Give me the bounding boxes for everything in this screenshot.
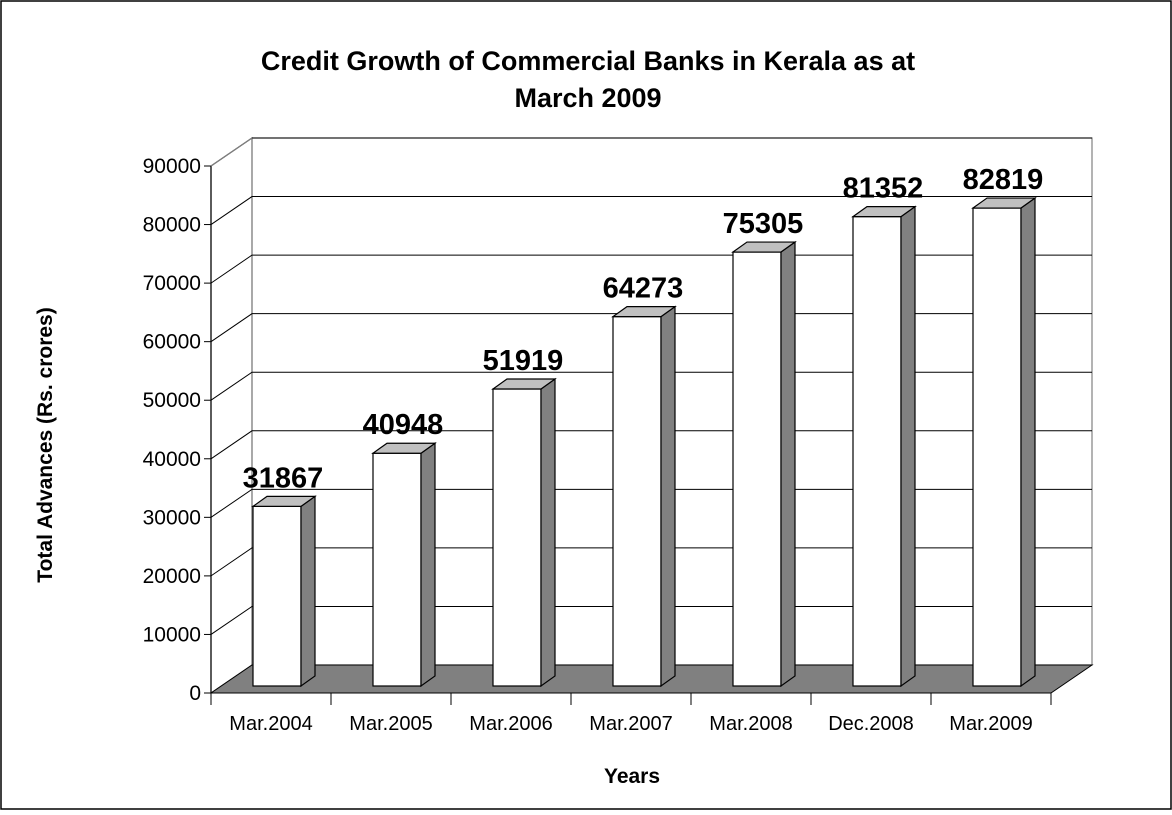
chart-title-line-2: March 2009 <box>514 83 661 113</box>
y-tick-label: 40000 <box>143 448 201 471</box>
bar-side <box>660 305 676 688</box>
x-tick-label: Mar.2008 <box>709 713 792 735</box>
data-label: 64273 <box>603 273 684 305</box>
data-label: 75305 <box>723 208 804 240</box>
bar-top <box>611 306 677 318</box>
bar-front <box>972 207 1022 687</box>
bar-top <box>851 206 917 218</box>
y-tick-label: 70000 <box>143 272 201 295</box>
bar-front <box>852 216 902 687</box>
gridline <box>210 547 1092 577</box>
bar-top <box>491 378 557 390</box>
bar-front <box>732 251 782 687</box>
gridline <box>210 196 1092 225</box>
bar-side <box>540 377 556 688</box>
bar-top <box>731 241 797 253</box>
bar-top <box>251 495 317 508</box>
bar-side <box>300 495 316 688</box>
bar-side <box>900 205 916 688</box>
x-tick-label: Mar.2006 <box>469 713 552 735</box>
y-tick-label: 20000 <box>143 565 201 588</box>
y-axis-title: Total Advances (Rs. crores) <box>34 307 57 582</box>
gridline <box>210 313 1092 343</box>
bar-side <box>1020 196 1036 688</box>
y-tick-label: 60000 <box>143 331 201 354</box>
y-tick-label: 0 <box>189 682 201 705</box>
bar-top <box>971 197 1037 209</box>
bar-front <box>492 388 542 687</box>
y-tick-label: 50000 <box>143 389 201 412</box>
bar-side <box>420 442 436 688</box>
y-tick-label: 80000 <box>143 214 201 237</box>
bar-top <box>371 442 437 454</box>
chart-title-line-1: Credit Growth of Commercial Banks in Ker… <box>261 46 915 76</box>
x-tick-label: Mar.2007 <box>589 713 672 735</box>
data-label: 40948 <box>363 409 444 441</box>
x-tick-label: Mar.2004 <box>229 713 312 735</box>
y-tick-label: 90000 <box>143 155 201 178</box>
x-axis-title: Years <box>604 765 660 788</box>
gridline <box>210 371 1092 401</box>
data-label: 82819 <box>963 164 1044 196</box>
y-axis-depth-line <box>210 137 253 167</box>
bar-front <box>252 505 302 687</box>
gridline <box>210 430 1092 460</box>
bar-side <box>780 240 796 688</box>
plot-area: 0 10000 20000 30000 40000 50000 60000 70000 8000… <box>143 136 1094 735</box>
gridline <box>210 254 1092 284</box>
bar-front <box>372 452 422 687</box>
data-label: 51919 <box>483 345 564 377</box>
x-tick-label: Dec.2008 <box>828 713 914 735</box>
x-tick-label: Mar.2009 <box>949 713 1032 735</box>
data-label: 31867 <box>243 462 324 494</box>
bar-front <box>612 316 662 687</box>
gridline <box>210 605 1092 635</box>
data-label: 81352 <box>843 173 924 205</box>
x-tick-label: Mar.2005 <box>349 713 432 735</box>
gridline <box>210 488 1092 518</box>
y-tick-label: 10000 <box>143 623 201 646</box>
y-tick-label: 30000 <box>143 506 201 529</box>
